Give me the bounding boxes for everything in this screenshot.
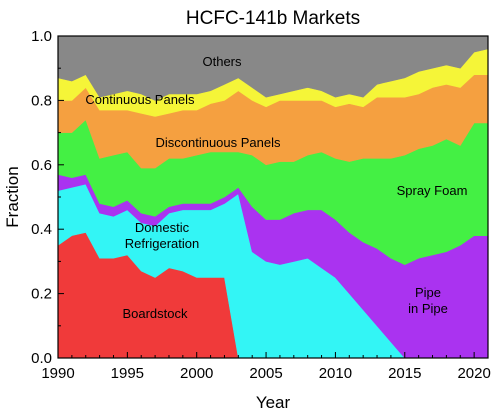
x-tick-label-2020: 2020 [457, 365, 490, 382]
y-axis: 0.0 0.2 0.4 0.6 0.8 1.0 [31, 28, 64, 367]
x-axis-label: Year [256, 393, 291, 412]
x-tick-label-2000: 2000 [180, 365, 213, 382]
y-tick-label-0.8: 0.8 [31, 92, 52, 109]
y-tick-label-0.6: 0.6 [31, 157, 52, 174]
series-label-5: Continuous Panels [85, 92, 195, 107]
series-label-6: Others [202, 54, 242, 69]
x-tick-label-2005: 2005 [249, 365, 282, 382]
x-axis: 1990 1995 2000 2005 2010 2015 2020 [41, 352, 491, 382]
series-labels: Boardstock Domestic Refrigeration Pipe in Pi… [85, 54, 467, 321]
y-axis-label: Fraction [3, 166, 22, 227]
series-label-4: Discontinuous Panels [155, 135, 281, 150]
y-tick-label-0.2: 0.2 [31, 286, 52, 303]
series-label-3: Spray Foam [397, 183, 468, 198]
chart-title: HCFC-141b Markets [186, 8, 360, 29]
x-tick-label-1995: 1995 [111, 365, 144, 382]
y-tick-label-1.0: 1.0 [31, 28, 52, 45]
y-tick-label-0.4: 0.4 [31, 221, 52, 238]
y-tick-label-0.0: 0.0 [31, 350, 52, 367]
series-label-1: Domestic Refrigeration [125, 220, 199, 251]
series-label-0: Boardstock [122, 306, 188, 321]
series-label-2: Pipe in Pipe [408, 285, 448, 316]
x-tick-label-1990: 1990 [41, 365, 74, 382]
x-tick-label-2010: 2010 [319, 365, 352, 382]
stacked-areas [57, 35, 489, 359]
x-tick-label-2015: 2015 [388, 365, 421, 382]
